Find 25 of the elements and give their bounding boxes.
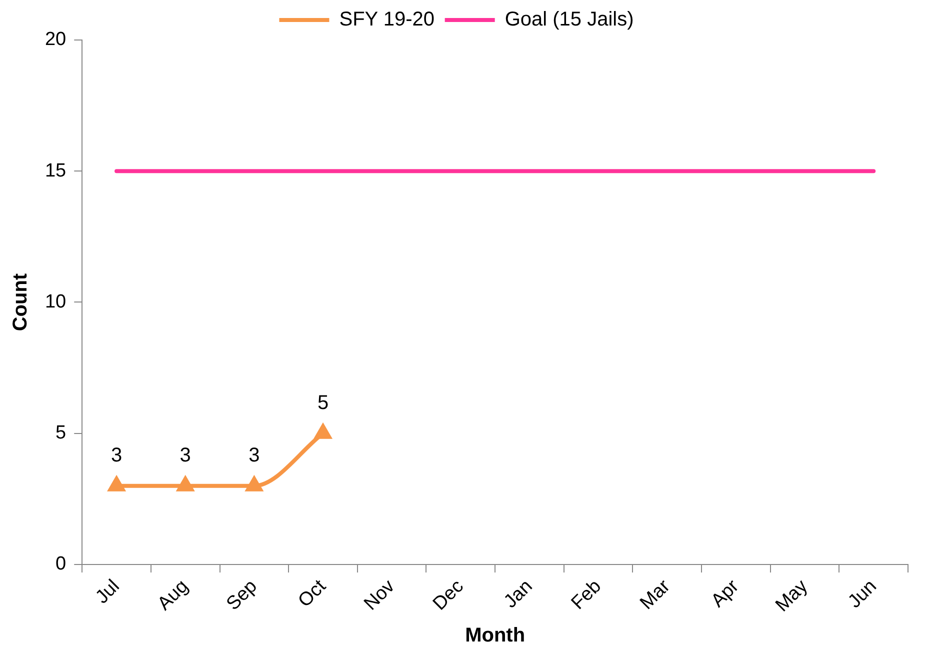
data-label: 5 (317, 392, 329, 414)
x-tick-label: Nov (360, 576, 400, 615)
data-label: 3 (110, 444, 122, 466)
legend-label: SFY 19-20 (339, 8, 434, 31)
x-tick-label: Jul (92, 576, 124, 608)
y-tick-label: 0 (56, 554, 66, 575)
x-tick-label: Feb (568, 576, 606, 614)
x-tick-label: Jan (500, 576, 537, 612)
x-tick-label: Oct (294, 575, 331, 612)
x-tick-label: Sep (222, 576, 262, 615)
y-tick-label: 10 (44, 291, 66, 312)
x-tick-label: Aug (154, 576, 193, 615)
y-tick-label: 20 (44, 29, 66, 50)
y-tick-label: 5 (56, 422, 66, 444)
y-axis-title: Count (10, 273, 32, 332)
x-tick-label: May (772, 576, 812, 616)
x-tick-label: Dec (429, 576, 468, 615)
x-tick-label: Mar (636, 575, 675, 614)
data-label: 3 (180, 444, 191, 466)
legend-label: Goal (15 Jails) (504, 8, 634, 31)
x-tick-label: Apr (707, 575, 744, 612)
y-tick-label: 15 (44, 160, 66, 182)
data-label: 3 (248, 444, 260, 466)
x-axis-title: Month (465, 624, 526, 647)
x-tick-label: Jun (844, 576, 881, 612)
